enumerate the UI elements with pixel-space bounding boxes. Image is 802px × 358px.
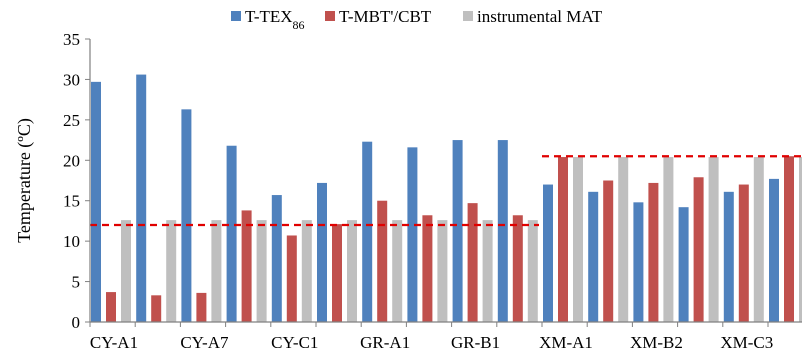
- legend-label: T-MBT'/CBT: [339, 7, 432, 26]
- y-tick-label: 30: [63, 70, 80, 89]
- y-tick-label: 0: [72, 313, 81, 332]
- bar: [512, 215, 523, 322]
- bar: [769, 178, 779, 322]
- legend-swatch: [231, 11, 241, 21]
- x-tick-label: XM-C3: [720, 333, 773, 352]
- bar: [437, 220, 448, 322]
- bar: [377, 200, 388, 322]
- legend-item: T-MBT'/CBT: [325, 7, 432, 26]
- y-tick-label: 15: [63, 192, 80, 211]
- x-axis-ticks: CY-A1 CY-A7 CY-C1 GR-A1 GR-B1 XM-A1 XM-B2 XM-C3: [89, 322, 773, 352]
- legend-item: T-TEX86: [231, 7, 305, 32]
- legend-label: instrumental MAT: [477, 7, 603, 26]
- bars: [91, 74, 802, 323]
- y-tick-label: 10: [63, 232, 80, 251]
- bar: [723, 191, 734, 322]
- bar: [136, 74, 147, 322]
- bar: [527, 220, 538, 322]
- bar: [166, 220, 177, 322]
- bar: [663, 157, 674, 322]
- bar: [271, 195, 282, 322]
- bar: [362, 141, 373, 322]
- legend: T-TEX86 T-MBT'/CBT instrumental MAT: [231, 7, 603, 32]
- x-tick-label: CY-C1: [271, 333, 318, 352]
- bar: [286, 235, 297, 322]
- bar: [558, 157, 568, 322]
- y-tick-label: 35: [63, 30, 80, 49]
- y-tick-label: 25: [63, 111, 80, 130]
- axes: [89, 39, 802, 323]
- bar: [738, 184, 749, 322]
- bar: [241, 210, 252, 322]
- bar: [151, 295, 162, 322]
- bar: [784, 156, 794, 322]
- bar: [121, 220, 131, 322]
- legend-swatch: [325, 11, 335, 21]
- x-tick-label: XM-A1: [539, 333, 593, 352]
- x-tick-label: GR-B1: [451, 333, 500, 352]
- bar: [347, 220, 357, 322]
- bar: [573, 157, 583, 322]
- bar: [497, 140, 508, 322]
- bar: [332, 224, 342, 322]
- bar: [181, 109, 192, 323]
- series-1: [106, 156, 794, 322]
- bar: [543, 184, 553, 322]
- series-0: [91, 74, 779, 323]
- y-axis-ticks: 0 5 10 15 20 25 30 35: [63, 30, 90, 332]
- bar: [603, 180, 614, 322]
- bar: [226, 145, 237, 322]
- y-tick-label: 20: [63, 151, 80, 170]
- bar: [196, 292, 207, 322]
- bar: [753, 157, 764, 322]
- y-tick-label: 5: [72, 273, 81, 292]
- legend-swatch: [463, 11, 473, 21]
- bar: [467, 203, 478, 322]
- series-2: [121, 157, 802, 322]
- x-tick-label: XM-B2: [630, 333, 683, 352]
- x-tick-label: CY-A1: [90, 333, 138, 352]
- legend-label: T-TEX86: [245, 7, 305, 32]
- y-axis-title: Temperature (ºC): [14, 118, 35, 243]
- bar: [799, 157, 802, 322]
- x-tick-label: CY-A7: [180, 333, 229, 352]
- bar: [633, 202, 644, 322]
- bar: [618, 157, 629, 322]
- legend-item: instrumental MAT: [463, 7, 603, 26]
- bar: [452, 140, 463, 322]
- bar: [211, 220, 222, 322]
- bar: [106, 292, 116, 322]
- reference-lines: [90, 155, 802, 227]
- bar: [91, 81, 101, 323]
- bar: [482, 220, 493, 322]
- bar: [693, 177, 704, 322]
- bar: [256, 220, 267, 322]
- bar: [588, 191, 599, 322]
- bar: [648, 182, 659, 322]
- bar: [708, 157, 719, 322]
- x-tick-label: GR-A1: [360, 333, 410, 352]
- bar: [301, 220, 312, 322]
- bar: [407, 147, 418, 322]
- bar: [422, 215, 433, 322]
- bar: [392, 220, 403, 322]
- bar: [317, 182, 327, 322]
- bar: [678, 207, 689, 322]
